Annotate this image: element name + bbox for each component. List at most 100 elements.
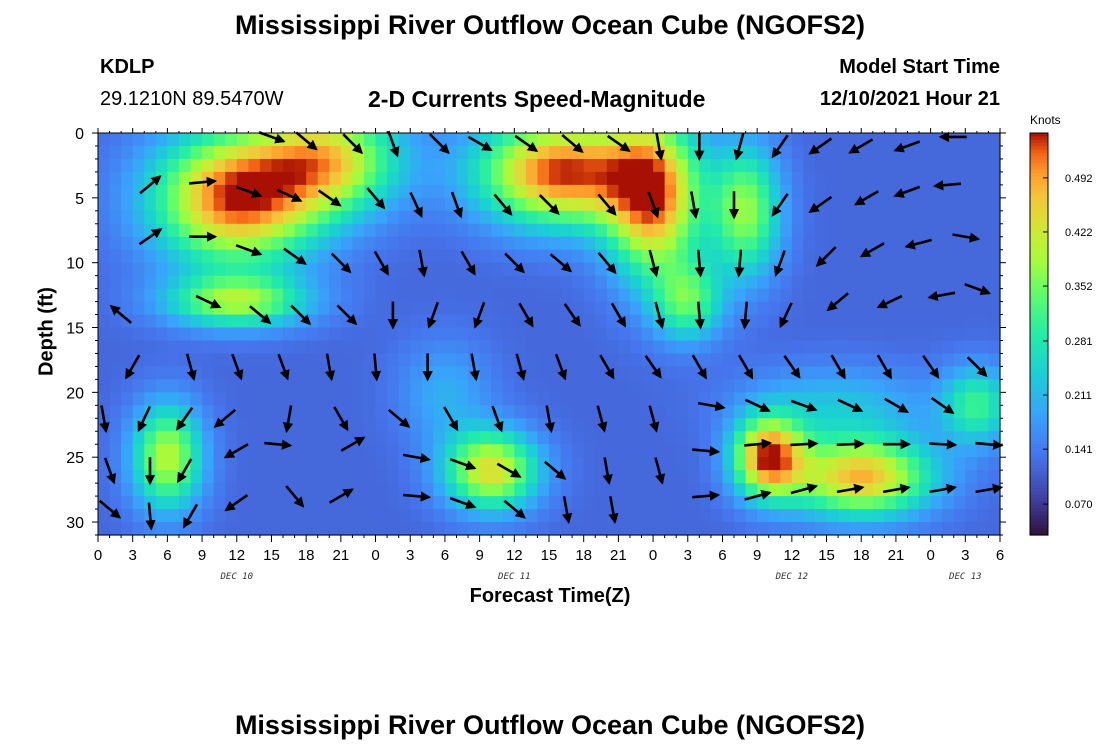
heatmap-cell: [838, 353, 851, 368]
heatmap-cell: [329, 522, 342, 536]
heatmap-cell: [202, 470, 215, 484]
heatmap-cell: [595, 133, 608, 147]
heatmap-cell: [375, 509, 388, 523]
heatmap-cell: [838, 509, 851, 523]
heatmap-cell: [248, 483, 261, 497]
heatmap-cell: [525, 522, 539, 536]
heatmap-cell: [294, 353, 307, 368]
heatmap-cell: [98, 275, 111, 290]
heatmap-cell: [456, 145, 469, 160]
heatmap-cell: [213, 366, 226, 380]
colorbar-segment: [1030, 384, 1048, 389]
heatmap-cell: [144, 327, 157, 342]
heatmap-cell: [572, 418, 585, 432]
heatmap-cell: [121, 483, 134, 497]
heatmap-cell: [433, 275, 446, 290]
heatmap-cell: [965, 418, 978, 432]
heatmap-cell: [433, 197, 446, 212]
heatmap-cell: [468, 249, 481, 264]
heatmap-cell: [514, 496, 527, 510]
current-vector: [145, 502, 156, 531]
heatmap-cell: [433, 418, 446, 432]
x-tick-label: 12: [784, 547, 801, 564]
heatmap-cell: [421, 470, 434, 484]
current-vector: [317, 189, 342, 207]
heatmap-cell: [572, 158, 585, 173]
current-vector: [402, 491, 432, 502]
colorbar-segment: [1030, 307, 1048, 312]
colorbar-segment: [1030, 216, 1048, 221]
heatmap-cell: [849, 327, 862, 342]
heatmap-cell: [155, 236, 168, 251]
heatmap-cell: [595, 158, 608, 173]
heatmap-cell: [872, 275, 885, 290]
heatmap-cell: [213, 457, 226, 471]
x-tick-label: 18: [853, 547, 870, 564]
heatmap-cell: [722, 133, 735, 147]
heatmap-cell: [872, 483, 885, 497]
heatmap-cell: [537, 236, 550, 251]
heatmap-cell: [144, 158, 157, 173]
heatmap-cell: [375, 522, 388, 536]
colorbar-tick-label: 0.492: [1065, 173, 1093, 185]
heatmap-cell: [745, 314, 758, 329]
heatmap-cell: [676, 509, 689, 523]
current-vector: [213, 408, 237, 428]
heatmap-cell: [178, 133, 192, 147]
colorbar-segment: [1030, 367, 1048, 372]
heatmap-cell: [121, 223, 134, 238]
heatmap-cell: [375, 470, 388, 484]
heatmap-cell: [583, 353, 596, 368]
heatmap-cell: [757, 457, 770, 471]
heatmap-cell: [306, 171, 319, 186]
heatmap-cell: [872, 522, 885, 536]
heatmap-cell: [479, 197, 492, 212]
heatmap-cell: [699, 210, 712, 225]
colorbar-segment: [1030, 494, 1048, 499]
heatmap-cell: [930, 223, 943, 238]
heatmap-cell: [572, 210, 585, 225]
heatmap-cell: [433, 158, 446, 173]
x-tick-label: 3: [406, 547, 414, 564]
heatmap-cell: [687, 405, 700, 419]
heatmap-cell: [433, 340, 446, 355]
heatmap-cell: [895, 288, 909, 303]
heatmap-cell: [895, 470, 909, 484]
heatmap-cell: [780, 145, 793, 160]
current-vector: [290, 304, 312, 326]
heatmap-cell: [109, 275, 122, 290]
current-vector: [927, 290, 956, 302]
heatmap-cell: [329, 236, 342, 251]
heatmap-cell: [618, 340, 631, 355]
heatmap-cell: [814, 340, 828, 355]
heatmap-cell: [502, 392, 515, 406]
heatmap-cell: [907, 301, 920, 316]
heatmap-cell: [872, 457, 885, 471]
heatmap-cell: [583, 223, 596, 238]
heatmap-cell: [699, 275, 712, 290]
heatmap-cell: [572, 457, 585, 471]
heatmap-cell: [872, 197, 885, 212]
speed-heatmap: [98, 133, 1001, 536]
heatmap-cell: [583, 184, 596, 199]
colorbar-segment: [1030, 253, 1048, 258]
heatmap-cell: [549, 171, 562, 186]
heatmap-cell: [190, 158, 203, 173]
heatmap-cell: [872, 366, 885, 380]
heatmap-cell: [768, 353, 781, 368]
heatmap-cell: [514, 236, 527, 251]
heatmap-cell: [121, 275, 134, 290]
heatmap-cell: [641, 327, 654, 342]
heatmap-cell: [768, 470, 781, 484]
heatmap-cell: [629, 133, 643, 147]
heatmap-cell: [734, 223, 747, 238]
heatmap-cell: [444, 210, 458, 225]
heatmap-cell: [317, 301, 330, 316]
heatmap-cell: [109, 392, 122, 406]
heatmap-cell: [988, 171, 1001, 186]
heatmap-cell: [340, 171, 354, 186]
heatmap-cell: [271, 418, 284, 432]
heatmap-cell: [606, 418, 619, 432]
heatmap-cell: [259, 392, 273, 406]
heatmap-cell: [768, 275, 781, 290]
